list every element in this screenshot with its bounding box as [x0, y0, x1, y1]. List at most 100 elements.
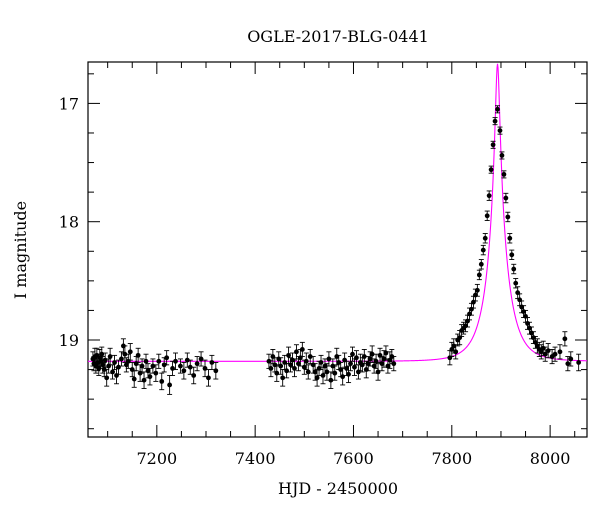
point-marker [383, 350, 389, 356]
point-marker [352, 364, 357, 370]
point-marker [143, 358, 149, 364]
point-marker [167, 382, 173, 388]
point-marker [391, 361, 397, 367]
point-marker [324, 369, 330, 375]
point-marker [145, 368, 151, 374]
point-marker [509, 252, 515, 258]
data-point [209, 354, 215, 371]
point-marker [206, 375, 211, 381]
data-point [488, 165, 494, 174]
data-point [505, 211, 511, 223]
y-tick-label: 18 [59, 213, 79, 232]
data-point [297, 349, 303, 367]
data-point [545, 343, 551, 359]
data-points-layer [90, 105, 582, 395]
data-point [191, 366, 197, 385]
data-point [153, 364, 159, 382]
point-marker [299, 347, 305, 352]
chart-title: OGLE-2017-BLG-0441 [247, 27, 429, 46]
data-point [542, 346, 548, 362]
point-marker [159, 379, 165, 384]
data-point [340, 367, 346, 386]
point-marker [326, 356, 332, 362]
point-marker [513, 280, 519, 286]
data-point [328, 371, 334, 389]
point-marker [173, 358, 178, 364]
point-marker [532, 339, 538, 345]
point-marker [274, 370, 280, 376]
point-marker [373, 358, 379, 364]
point-marker [305, 369, 311, 375]
point-marker [110, 369, 115, 375]
axis-ticks [88, 62, 587, 437]
x-tick-label: 8000 [530, 449, 571, 468]
data-point [346, 365, 352, 384]
data-point [278, 357, 284, 375]
data-point [332, 365, 338, 381]
point-marker [449, 347, 455, 352]
point-marker [307, 354, 313, 359]
point-marker [112, 360, 117, 365]
point-marker [127, 349, 133, 355]
point-marker [371, 363, 377, 369]
data-point [369, 345, 375, 363]
data-point [205, 369, 211, 387]
point-marker [288, 362, 293, 368]
data-point [198, 351, 204, 367]
data-point [507, 233, 513, 244]
point-marker [562, 336, 568, 342]
point-marker [387, 357, 393, 363]
point-marker [497, 128, 503, 134]
data-point [375, 363, 381, 381]
point-marker [107, 354, 113, 359]
data-point [159, 372, 165, 391]
point-marker [453, 349, 459, 355]
point-marker [486, 193, 492, 199]
data-point [170, 360, 176, 376]
data-point [511, 263, 517, 275]
data-point [141, 371, 147, 389]
point-marker [503, 195, 509, 201]
point-marker [344, 365, 349, 371]
data-point [476, 269, 482, 281]
point-marker [164, 355, 170, 361]
point-marker [187, 364, 193, 370]
data-point [373, 353, 379, 369]
point-marker [354, 355, 359, 361]
data-point [177, 358, 183, 374]
data-point [305, 364, 311, 380]
point-marker [296, 361, 301, 367]
point-marker [147, 374, 153, 380]
point-marker [194, 361, 200, 367]
point-marker [542, 351, 548, 357]
data-point [118, 351, 124, 367]
point-marker [367, 356, 373, 362]
data-point [291, 359, 297, 378]
data-point [135, 347, 141, 363]
data-point [147, 367, 153, 386]
data-point [565, 356, 571, 372]
point-marker [480, 247, 486, 253]
data-point [202, 359, 208, 378]
point-marker [131, 376, 137, 382]
point-marker [476, 272, 482, 278]
point-marker [320, 373, 326, 378]
x-tick-label: 7800 [431, 449, 472, 468]
axis-tick-labels: 7200 7400 7600 7800 8000 17 18 19 [59, 94, 571, 468]
point-marker [348, 361, 353, 367]
point-marker [385, 363, 391, 369]
data-point [552, 346, 558, 362]
x-tick-label: 7200 [136, 449, 177, 468]
data-point [497, 126, 503, 135]
data-point [284, 363, 290, 379]
point-marker [312, 369, 318, 375]
point-marker [122, 351, 128, 357]
point-marker [499, 153, 505, 158]
data-point [484, 210, 490, 221]
point-marker [181, 368, 187, 374]
data-point [492, 117, 498, 126]
data-point [127, 343, 133, 361]
point-marker [301, 364, 307, 370]
point-marker [482, 235, 488, 241]
point-marker [278, 363, 284, 369]
